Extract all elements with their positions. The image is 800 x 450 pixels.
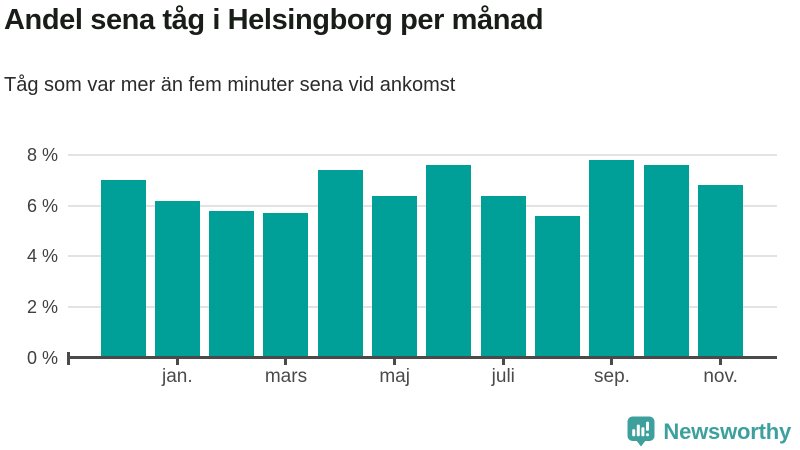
x-axis-tick [501, 359, 505, 365]
bar [643, 165, 689, 358]
bar [589, 160, 635, 358]
gridline [68, 305, 777, 308]
x-axis-tick-label: mars [264, 366, 308, 387]
bar [372, 195, 418, 358]
x-axis-tick-label: juli [491, 366, 515, 387]
bar [535, 215, 581, 358]
bar [263, 213, 309, 358]
x-axis-tick-label: maj [379, 366, 410, 387]
y-axis-tick-label: 2 % [26, 296, 58, 317]
y-axis-tick-label: 0 % [26, 347, 58, 368]
x-axis-tick-label: sep. [594, 366, 630, 387]
x-axis-start-cap [67, 352, 70, 365]
y-axis-tick-label: 4 % [26, 246, 58, 267]
chart-subtitle: Tåg som var mer än fem minuter sena vid … [4, 74, 456, 96]
bar [698, 185, 744, 358]
x-axis-tick-label: jan. [162, 366, 193, 387]
newsworthy-logo: Newsworthy [627, 416, 791, 447]
bar [426, 165, 472, 358]
x-axis-line [68, 356, 777, 359]
bar [100, 180, 146, 358]
bar [209, 210, 255, 358]
gridline [68, 255, 777, 258]
x-axis-tick [610, 359, 614, 365]
bar [317, 170, 363, 358]
y-axis-tick-label: 8 % [26, 145, 58, 165]
bar-chart-exclamation-bubble-icon [627, 416, 655, 447]
gridline [68, 204, 777, 207]
bar [480, 195, 526, 358]
x-axis-tick [284, 359, 288, 365]
x-axis-tick [393, 359, 397, 365]
y-axis-tick-label: 6 % [26, 195, 58, 216]
x-axis-tick [175, 359, 179, 365]
gridline [68, 154, 777, 156]
logo-text: Newsworthy [663, 418, 791, 444]
x-axis-tick [719, 359, 723, 365]
bar [154, 200, 200, 358]
x-axis-tick-label: nov. [703, 366, 738, 387]
chart-title: Andel sena tåg i Helsingborg per månad [4, 4, 544, 36]
